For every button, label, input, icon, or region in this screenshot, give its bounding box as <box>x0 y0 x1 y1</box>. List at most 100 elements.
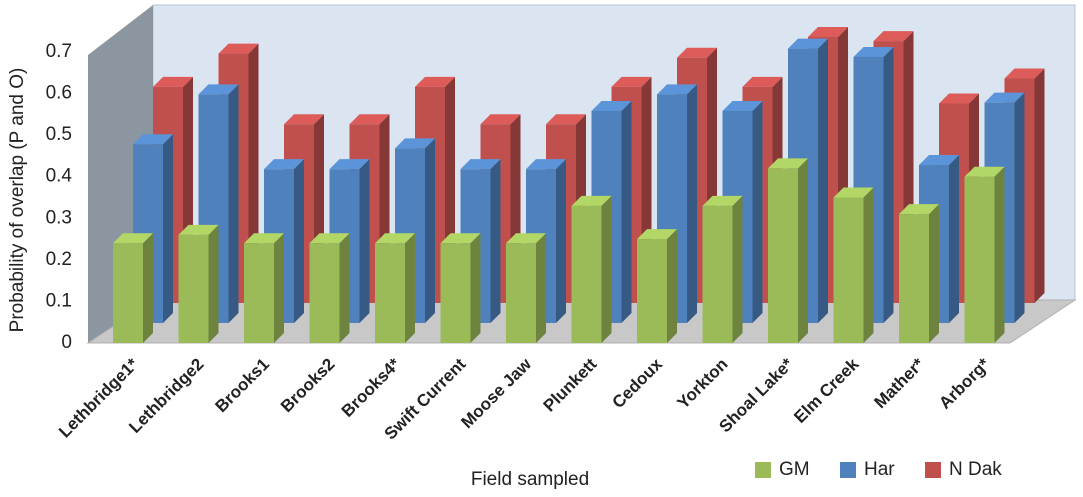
bar-side <box>949 155 959 323</box>
bar-top <box>899 204 939 215</box>
x-tick-label: Moose Jaw <box>457 354 535 432</box>
bar-side <box>425 138 435 323</box>
x-tick-label: Brooks1 <box>211 355 273 417</box>
bar <box>440 233 481 343</box>
x-tick-label: Elm Creek <box>790 354 863 427</box>
bar-top <box>919 155 959 166</box>
bar-front <box>244 243 274 343</box>
x-tick-label: Brooks4* <box>338 354 404 420</box>
bar-side <box>621 100 632 323</box>
x-tick-label: Brooks2 <box>277 355 339 417</box>
bar-top <box>284 114 324 125</box>
bar-top <box>939 93 979 104</box>
bar <box>309 233 350 343</box>
bar-side <box>929 204 939 343</box>
bar <box>113 233 153 343</box>
bar-side <box>359 159 370 323</box>
bar-side <box>732 195 743 343</box>
legend-label: GM <box>779 459 810 480</box>
bar-side <box>339 233 350 343</box>
bar-side <box>405 233 415 343</box>
bar-top <box>218 43 259 54</box>
bar-side <box>143 233 153 343</box>
bar-top <box>329 159 370 170</box>
x-tick-label: Mather* <box>870 354 928 412</box>
bar-top <box>526 159 566 170</box>
y-tick-label: 0.5 <box>46 124 72 145</box>
bar-top <box>768 158 808 169</box>
bar <box>375 233 415 343</box>
bar <box>571 195 612 343</box>
y-tick-label: 0.1 <box>46 290 72 311</box>
bar-side <box>863 187 874 343</box>
bar-side <box>490 159 501 323</box>
bar-side <box>294 159 304 323</box>
bar-top <box>742 76 783 87</box>
bar-top <box>833 187 874 198</box>
bar-front <box>375 243 405 343</box>
bar-side <box>1014 92 1025 324</box>
bar-side <box>798 158 808 343</box>
legend-swatch <box>925 462 941 478</box>
bar-top <box>808 26 848 37</box>
bar-top <box>546 114 586 125</box>
bar-top <box>264 159 304 170</box>
bar-front <box>440 243 471 343</box>
bar-top <box>788 38 828 49</box>
bar-side <box>687 84 697 323</box>
bar-front <box>637 239 667 343</box>
bar-front <box>309 243 340 343</box>
y-tick-label: 0.6 <box>46 83 72 104</box>
bar-side <box>818 38 828 323</box>
bar <box>506 233 546 343</box>
bar-top <box>637 229 677 240</box>
bar-top <box>591 100 632 111</box>
bar-side <box>667 229 677 343</box>
bar-top <box>395 138 435 149</box>
bar-side <box>163 134 173 323</box>
bar-top <box>153 76 193 87</box>
bar-top <box>964 166 1005 177</box>
bar-top <box>657 84 697 95</box>
bar <box>244 233 284 343</box>
y-tick-label: 0.7 <box>46 41 72 62</box>
x-tick-label: Cedoux <box>608 354 666 412</box>
bar-top <box>1004 68 1045 79</box>
bar-top <box>178 224 219 235</box>
bar-front <box>113 243 143 343</box>
bar <box>899 204 939 343</box>
y-tick-label: 0.2 <box>46 249 72 270</box>
legend-swatch <box>840 462 856 478</box>
bar-top <box>480 114 521 125</box>
bar-front <box>768 168 798 343</box>
bar-top <box>375 233 415 244</box>
bar-side <box>536 233 546 343</box>
legend-label: Har <box>864 459 895 480</box>
bar-front <box>571 205 602 343</box>
bar-top <box>506 233 546 244</box>
bar-top <box>460 159 501 170</box>
bar-side <box>883 46 894 323</box>
bar-side <box>1034 68 1045 303</box>
bar-side <box>228 84 239 323</box>
bar <box>768 158 808 343</box>
bar-side <box>470 233 481 343</box>
bar-side <box>208 224 219 343</box>
bar-front <box>899 214 929 343</box>
bar <box>637 229 677 343</box>
bar-front <box>702 205 733 343</box>
bar-side <box>274 233 284 343</box>
bar-top <box>611 76 652 87</box>
bar-top <box>722 100 763 111</box>
bar-top <box>873 31 914 42</box>
legend-label: N Dak <box>949 459 1002 480</box>
bar-top <box>571 195 612 206</box>
y-tick-label: 0.3 <box>46 207 72 228</box>
y-tick-label: 0 <box>61 332 72 353</box>
bar <box>702 195 743 343</box>
bar-top <box>984 92 1025 103</box>
x-tick-label: Plunkett <box>540 354 601 415</box>
bar <box>178 224 219 343</box>
bar-top <box>244 233 284 244</box>
bar-top <box>198 84 239 95</box>
